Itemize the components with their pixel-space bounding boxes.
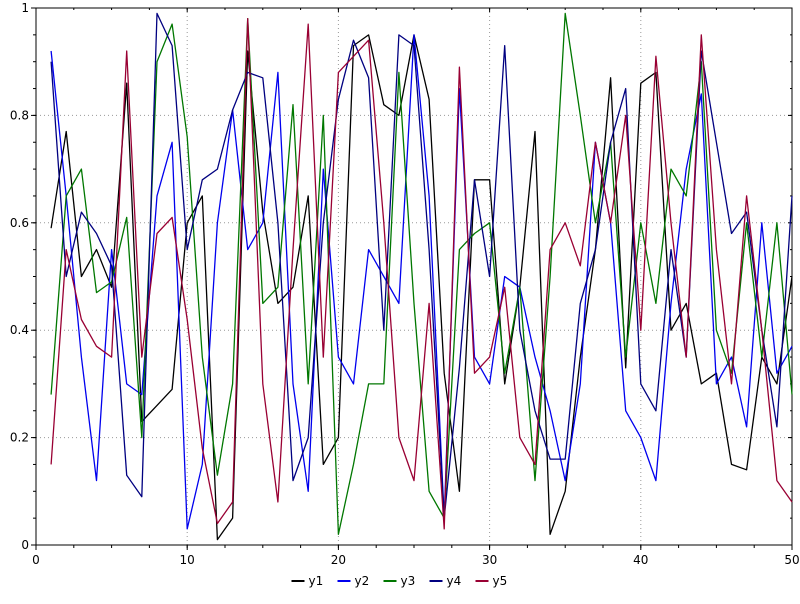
series-line-y4 xyxy=(50,12,793,519)
legend-label-y5: y5 xyxy=(493,574,508,588)
y-tick-label: 0.4 xyxy=(10,323,29,337)
x-tick-label: 10 xyxy=(180,553,195,567)
series-line-y3 xyxy=(50,12,793,535)
legend-label-y4: y4 xyxy=(447,574,462,588)
series-line-y1 xyxy=(50,34,793,541)
legend-label-y2: y2 xyxy=(355,574,370,588)
x-tick-label: 30 xyxy=(482,553,497,567)
x-tick-label: 20 xyxy=(331,553,346,567)
series-line-y5 xyxy=(50,18,793,530)
x-tick-label: 50 xyxy=(784,553,799,567)
y-tick-label: 0 xyxy=(21,538,29,552)
y-tick-label: 1 xyxy=(21,1,29,15)
x-tick-label: 0 xyxy=(32,553,40,567)
x-tick-label: 40 xyxy=(633,553,648,567)
y-tick-label: 0.2 xyxy=(10,431,29,445)
y-tick-label: 0.8 xyxy=(10,108,29,122)
series-line-y2 xyxy=(50,34,793,530)
y-tick-label: 0.6 xyxy=(10,216,29,230)
legend-label-y1: y1 xyxy=(309,574,324,588)
legend-label-y3: y3 xyxy=(401,574,416,588)
plot-frame xyxy=(35,7,793,546)
